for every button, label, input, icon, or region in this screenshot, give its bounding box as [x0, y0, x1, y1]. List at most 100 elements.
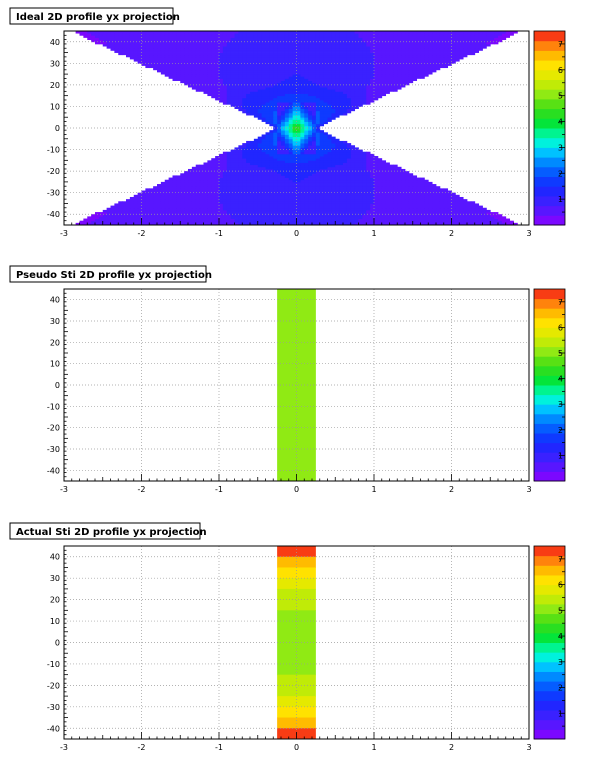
heatmap-cell	[381, 186, 387, 189]
heatmap-cell	[323, 108, 328, 112]
heatmap-cell	[358, 201, 363, 204]
heatmap-cell	[505, 218, 511, 222]
heatmap-cell	[246, 65, 251, 69]
heatmap-cell	[377, 46, 383, 49]
heatmap-cell	[478, 214, 483, 217]
heatmap-cell	[145, 209, 150, 213]
heatmap-cell	[358, 69, 363, 73]
heatmap-cell	[323, 171, 328, 174]
heatmap-cell	[486, 216, 491, 219]
heatmap-cell	[327, 218, 332, 222]
heatmap-cell	[350, 97, 356, 101]
heatmap-cell	[180, 205, 185, 209]
heatmap-cell	[432, 48, 437, 51]
heatmap-cell	[145, 207, 150, 211]
heatmap-cell	[455, 203, 460, 206]
heatmap-cell	[250, 91, 255, 94]
heatmap-cell	[188, 46, 193, 49]
heatmap-cell	[397, 181, 402, 185]
heatmap-cell	[149, 212, 154, 215]
heatmap-cell	[397, 192, 402, 196]
heatmap-cell	[323, 76, 328, 79]
heatmap-cell	[362, 190, 367, 194]
heatmap-cell	[315, 65, 321, 69]
heatmap-cell	[176, 179, 181, 183]
heatmap-cell	[420, 199, 425, 202]
heatmap-cell	[234, 149, 239, 153]
heatmap-cell	[308, 67, 313, 71]
heatmap-cell	[195, 46, 201, 49]
heatmap-cell	[319, 95, 325, 99]
heatmap-cell	[261, 84, 266, 88]
heatmap-cell	[203, 76, 208, 79]
heatmap-cell	[288, 156, 294, 159]
heatmap-cell	[211, 63, 216, 66]
heatmap-cell	[420, 194, 425, 198]
heatmap-cell	[219, 80, 224, 84]
heatmap-cell	[157, 61, 162, 64]
heatmap-cell	[366, 179, 371, 183]
heatmap-cell	[312, 50, 317, 53]
heatmap-cell	[281, 104, 286, 107]
heatmap-cell	[385, 89, 390, 92]
heatmap-cell	[273, 93, 278, 97]
heatmap-cell	[358, 175, 363, 178]
heatmap-cell	[335, 93, 340, 97]
heatmap-cell	[184, 218, 189, 222]
heatmap-cell	[242, 149, 247, 153]
heatmap-cell	[362, 212, 367, 215]
heatmap-cell	[292, 95, 297, 99]
heatmap-cell	[207, 173, 212, 176]
heatmap-cell	[401, 74, 406, 77]
heatmap-cell	[455, 222, 460, 226]
heatmap-cell	[323, 212, 328, 215]
heatmap-cell	[319, 46, 325, 49]
heatmap-cell	[343, 102, 348, 105]
heatmap-cell	[315, 46, 321, 49]
heatmap-cell	[230, 102, 235, 105]
heatmap-cell	[160, 207, 166, 211]
heatmap-cell	[95, 216, 100, 219]
heatmap-cell	[242, 194, 247, 198]
heatmap-cell	[335, 78, 340, 81]
heatmap-cell	[203, 65, 208, 69]
heatmap-cell	[242, 190, 247, 194]
heatmap-cell	[408, 212, 414, 215]
heatmap-cell	[246, 207, 251, 211]
heatmap-cell	[393, 201, 398, 204]
heatmap-cell	[327, 179, 332, 183]
heatmap-cell	[133, 220, 139, 224]
heatmap-cell	[331, 216, 336, 219]
heatmap-cell	[374, 74, 379, 77]
heatmap-cell	[350, 67, 356, 71]
heatmap-cell	[335, 87, 340, 90]
heatmap-cell	[304, 112, 309, 116]
heatmap-cell	[381, 190, 387, 194]
heatmap-cell	[246, 168, 251, 172]
heatmap-cell	[346, 166, 352, 170]
heatmap-cell	[300, 177, 305, 181]
heatmap-cell	[331, 196, 336, 200]
heatmap-cell	[184, 214, 189, 217]
heatmap-cell	[424, 209, 429, 213]
heatmap-cell	[335, 145, 340, 148]
heatmap-cell	[188, 56, 193, 60]
heatmap-cell	[292, 205, 297, 209]
heatmap-cell	[269, 190, 274, 194]
heatmap-cell	[269, 201, 274, 204]
heatmap-cell	[222, 151, 228, 155]
heatmap-cell	[374, 78, 379, 81]
heatmap-cell	[284, 76, 290, 79]
heatmap-cell	[203, 67, 208, 71]
heatmap-cell	[211, 184, 216, 187]
heatmap-cell	[304, 54, 309, 58]
heatmap-cell	[312, 128, 317, 131]
heatmap-cell	[168, 65, 173, 69]
heatmap-cell	[377, 87, 383, 90]
heatmap-cell	[238, 71, 243, 75]
heatmap-cell	[389, 65, 394, 69]
heatmap-cell	[265, 56, 270, 60]
heatmap-cell	[284, 74, 290, 77]
heatmap-cell	[281, 196, 286, 200]
heatmap-cell	[397, 67, 402, 71]
